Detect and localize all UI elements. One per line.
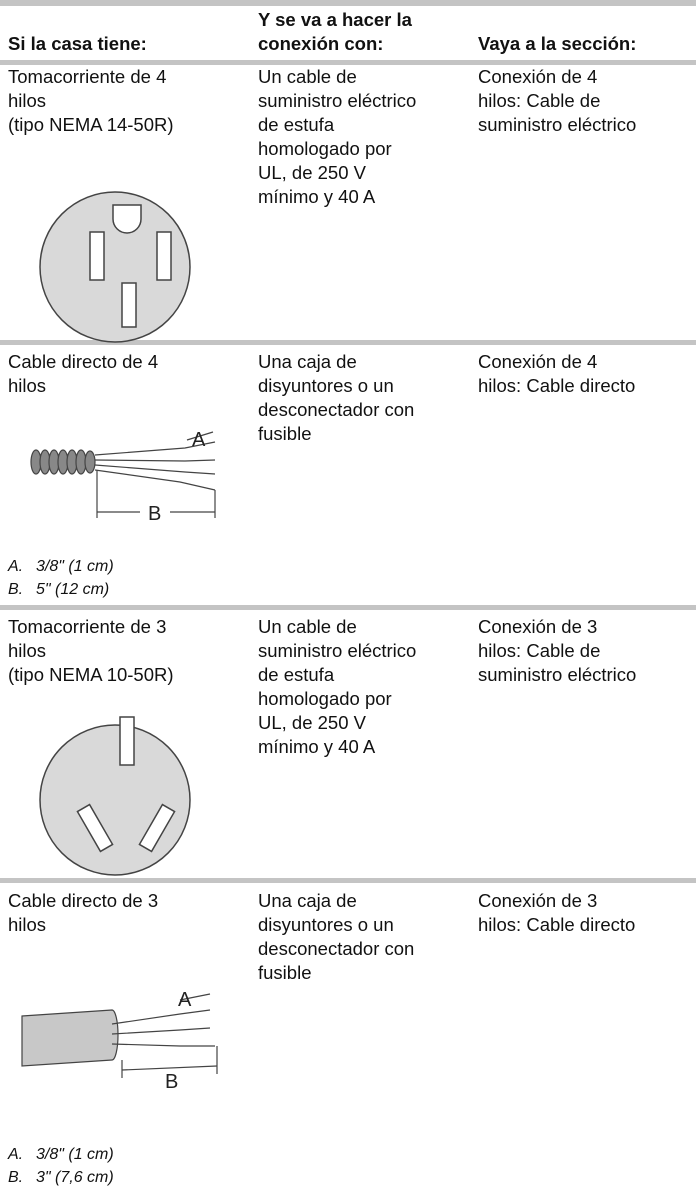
- caption-text: 3" (7,6 cm): [36, 1169, 114, 1186]
- text-line: Conexión de 4: [478, 351, 598, 372]
- text-line: mínimo y 40 A: [258, 736, 376, 757]
- text-line: Tomacorriente de 3: [8, 616, 167, 637]
- text-line: Conexión de 3: [478, 890, 598, 911]
- connection-cell: Una caja de disyuntores o un desconectador…: [258, 350, 414, 446]
- text-line: hilos: Cable directo: [478, 914, 636, 935]
- section-cell: Conexión de 3 hilos: Cable directo: [478, 889, 635, 937]
- text-line: de estufa: [258, 664, 335, 685]
- header-cell: Y se va a hacer la conexión con:: [258, 8, 412, 56]
- text-line: hilos: Cable de: [478, 90, 601, 111]
- connection-cell: Una caja de disyuntores o un desconectador…: [258, 889, 414, 985]
- text-line: Y se va a hacer la: [258, 9, 412, 30]
- text-line: hilos: [8, 640, 47, 661]
- text-line: homologado por: [258, 138, 392, 159]
- text-line: hilos: [8, 914, 47, 935]
- caption: A. 3/8" (1 cm): [8, 555, 114, 579]
- cable-3-wire: A B: [21, 989, 218, 1093]
- text-line: Cable directo de 3: [8, 890, 159, 911]
- text-line: suministro eléctrico: [258, 90, 417, 111]
- figure-label: A: [192, 429, 206, 451]
- caption: A. 3/8" (1 cm): [8, 1143, 114, 1167]
- text-line: disyuntores o un: [258, 914, 394, 935]
- text-line: Una caja de: [258, 890, 357, 911]
- caption-letter: B.: [8, 1169, 24, 1186]
- text-line: suministro eléctrico: [478, 664, 637, 685]
- text-line: homologado por: [258, 688, 392, 709]
- caption-letter: B.: [8, 581, 24, 598]
- text-line: Un cable de: [258, 616, 357, 637]
- caption-text: 3/8" (1 cm): [36, 558, 114, 575]
- caption-text: 5" (12 cm): [36, 581, 110, 598]
- connection-cell: Un cable de suministro eléctrico de estufa…: [258, 615, 416, 759]
- text-line: desconectador con: [258, 399, 415, 420]
- text-line: Si la casa tiene:: [8, 33, 147, 54]
- text-line: Cable directo de 4: [8, 351, 159, 372]
- text-line: UL, de 250 V: [258, 712, 366, 733]
- text-line: Conexión de 3: [478, 616, 598, 637]
- row-rule: [0, 605, 696, 610]
- caption: B. 3" (7,6 cm): [8, 1166, 114, 1190]
- text-line: desconectador con: [258, 938, 415, 959]
- text-line: Vaya a la sección:: [478, 33, 637, 54]
- outlet-3-wire: [39, 716, 191, 876]
- caption-letter: A.: [8, 1146, 24, 1163]
- header-rule: [0, 60, 696, 65]
- text-line: (tipo NEMA 14-50R): [8, 114, 174, 135]
- text-line: mínimo y 40 A: [258, 186, 376, 207]
- house-cell: Cable directo de 3 hilos: [8, 889, 158, 937]
- text-line: Un cable de: [258, 66, 357, 87]
- text-line: Tomacorriente de 4: [8, 66, 167, 87]
- text-line: Conexión de 4: [478, 66, 598, 87]
- connection-cell: Un cable de suministro eléctrico de estufa…: [258, 65, 416, 209]
- figure-label: B: [148, 503, 161, 525]
- text-line: fusible: [258, 423, 312, 444]
- section-cell: Conexión de 3 hilos: Cable de suministro e…: [478, 615, 636, 687]
- text-line: suministro eléctrico: [478, 114, 637, 135]
- figure-label: A: [178, 989, 192, 1011]
- text-line: hilos: [8, 90, 47, 111]
- text-line: Una caja de: [258, 351, 357, 372]
- text-line: suministro eléctrico: [258, 640, 417, 661]
- section-cell: Conexión de 4 hilos: Cable directo: [478, 350, 635, 398]
- section-cell: Conexión de 4 hilos: Cable de suministro e…: [478, 65, 636, 137]
- header-cell: Si la casa tiene:: [8, 32, 147, 56]
- outlet-4-wire: [39, 191, 191, 343]
- text-line: (tipo NEMA 10-50R): [8, 664, 174, 685]
- text-line: UL, de 250 V: [258, 162, 366, 183]
- text-line: fusible: [258, 962, 312, 983]
- house-cell: Tomacorriente de 4 hilos (tipo NEMA 14-50R…: [8, 65, 174, 137]
- header-cell: Vaya a la sección:: [478, 32, 636, 56]
- text-line: disyuntores o un: [258, 375, 394, 396]
- text-line: hilos: Cable directo: [478, 375, 636, 396]
- text-line: hilos: [8, 375, 47, 396]
- cable-4-wire: A B: [30, 429, 216, 525]
- caption-letter: A.: [8, 558, 24, 575]
- text-line: de estufa: [258, 114, 335, 135]
- house-cell: Cable directo de 4 hilos: [8, 350, 158, 398]
- text-line: hilos: Cable de: [478, 640, 601, 661]
- caption-text: 3/8" (1 cm): [36, 1146, 114, 1163]
- text-line: conexión con:: [258, 33, 384, 54]
- top-rule: [0, 0, 696, 6]
- row-rule: [0, 340, 696, 345]
- figure-label: B: [165, 1071, 178, 1093]
- row-rule: [0, 878, 696, 883]
- caption: B. 5" (12 cm): [8, 578, 109, 602]
- house-cell: Tomacorriente de 3 hilos (tipo NEMA 10-50R…: [8, 615, 174, 687]
